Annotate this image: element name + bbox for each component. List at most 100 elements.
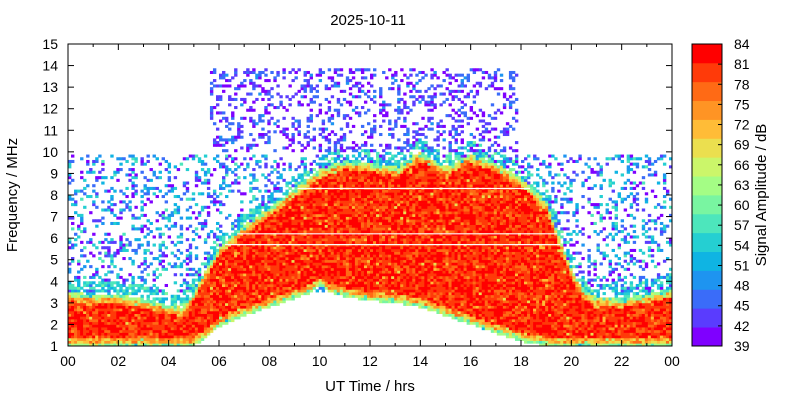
heatmap-cell <box>318 149 323 153</box>
heatmap-cell <box>370 281 374 285</box>
heatmap-cell <box>176 168 181 172</box>
heatmap-cell <box>273 106 277 110</box>
heatmap-cell <box>363 189 368 193</box>
heatmap-cell <box>228 283 232 288</box>
heatmap-cell <box>264 292 268 296</box>
heatmap-cell <box>212 232 217 236</box>
heatmap-cell <box>312 265 316 269</box>
heatmap-cell <box>237 230 241 234</box>
heatmap-cell <box>215 283 220 288</box>
heatmap-cell <box>83 300 87 304</box>
heatmap-cell <box>173 211 178 215</box>
heatmap-cell <box>197 308 202 312</box>
heatmap-cell <box>191 197 196 201</box>
heatmap-cell <box>342 257 347 261</box>
heatmap-cell <box>167 321 172 325</box>
heatmap-cell <box>137 265 141 269</box>
heatmap-cell <box>167 316 172 320</box>
heatmap-cell <box>231 248 235 252</box>
heatmap-cell <box>68 159 72 163</box>
heatmap-cell <box>300 265 304 269</box>
heatmap-cell <box>306 124 310 128</box>
heatmap-cell <box>330 162 335 166</box>
heatmap-cell <box>255 283 259 288</box>
heatmap-cell <box>333 283 338 288</box>
heatmap-cell <box>276 186 280 190</box>
heatmap-cell <box>388 181 392 185</box>
heatmap-cell <box>370 262 374 266</box>
heatmap-cell <box>327 281 332 285</box>
heatmap-cell <box>330 95 335 99</box>
heatmap-cell <box>309 259 313 263</box>
heatmap-cell <box>345 205 350 209</box>
heatmap-cell <box>209 321 214 325</box>
heatmap-cell <box>342 262 347 266</box>
heatmap-cell <box>107 200 111 204</box>
heatmap-cell <box>194 273 199 277</box>
heatmap-cell <box>324 251 329 255</box>
heatmap-cell <box>282 127 286 131</box>
heatmap-cell <box>219 275 223 279</box>
heatmap-cell <box>185 305 190 309</box>
heatmap-cell <box>197 313 202 317</box>
heatmap-cell <box>363 143 368 147</box>
heatmap-cell <box>219 184 223 188</box>
heatmap-cell <box>351 195 356 199</box>
heatmap-cell <box>342 149 347 153</box>
heatmap-cell <box>86 321 90 325</box>
heatmap-cell <box>336 238 341 242</box>
heatmap-cell <box>110 308 114 312</box>
heatmap-cell <box>288 262 292 266</box>
heatmap-cell <box>80 335 84 339</box>
heatmap-cell <box>212 259 217 263</box>
heatmap-cell <box>182 327 187 331</box>
heatmap-cell <box>366 297 371 301</box>
heatmap-cell <box>348 238 353 242</box>
heatmap-cell <box>104 189 108 193</box>
heatmap-cell <box>228 97 232 101</box>
heatmap-cell <box>116 335 120 339</box>
heatmap-cell <box>219 76 223 80</box>
heatmap-cell <box>321 213 326 217</box>
heatmap-cell <box>228 275 232 279</box>
heatmap-cell <box>366 157 371 161</box>
heatmap-cell <box>264 205 268 209</box>
heatmap-cell <box>98 305 102 309</box>
heatmap-cell <box>285 211 289 215</box>
heatmap-cell <box>179 265 184 269</box>
heatmap-cell <box>291 278 295 282</box>
heatmap-cell <box>345 211 350 215</box>
heatmap-cell <box>197 332 202 336</box>
heatmap-cell <box>315 227 320 231</box>
heatmap-cell <box>285 132 289 137</box>
heatmap-cell <box>243 300 247 304</box>
heatmap-cell <box>77 278 81 282</box>
heatmap-cell <box>234 97 238 101</box>
heatmap-cell <box>249 305 253 309</box>
heatmap-cell <box>101 246 105 250</box>
heatmap-cell <box>270 259 274 263</box>
heatmap-cell <box>339 203 344 207</box>
heatmap-cell <box>324 197 329 201</box>
heatmap-cell <box>321 246 326 250</box>
heatmap-cell <box>140 205 144 209</box>
heatmap-cell <box>379 273 383 277</box>
heatmap-cell <box>270 230 274 234</box>
heatmap-cell <box>203 219 208 223</box>
heatmap-cell <box>92 286 96 290</box>
heatmap-cell <box>321 168 326 172</box>
heatmap-cell <box>228 240 232 244</box>
heatmap-cell <box>306 273 310 277</box>
heatmap-cell <box>197 270 202 274</box>
heatmap-cell <box>225 157 229 161</box>
heatmap-cell <box>385 283 389 288</box>
heatmap-cell <box>146 343 150 347</box>
heatmap-cell <box>388 254 392 258</box>
heatmap-cell <box>107 343 111 347</box>
heatmap-cell <box>173 203 178 207</box>
heatmap-cell <box>366 211 371 215</box>
heatmap-cell <box>333 149 338 153</box>
heatmap-cell <box>351 216 356 220</box>
heatmap-cell <box>261 219 265 223</box>
